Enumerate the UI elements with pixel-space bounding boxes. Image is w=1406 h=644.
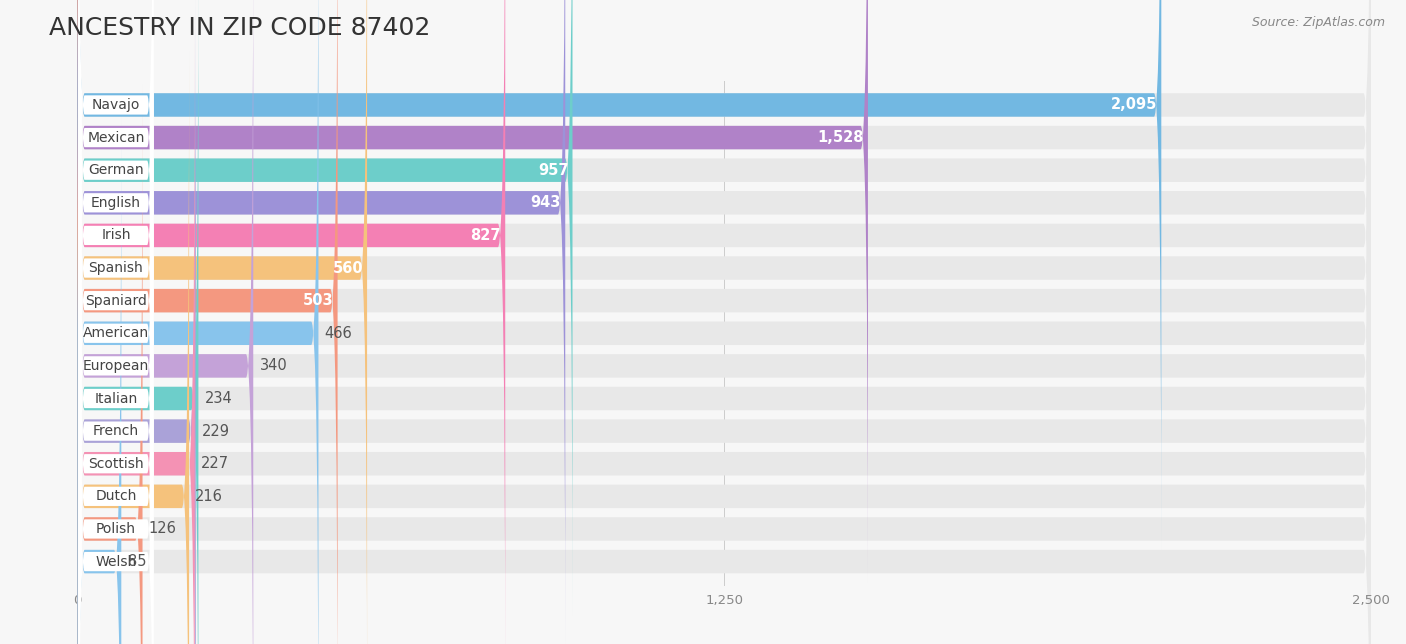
FancyBboxPatch shape	[77, 52, 1371, 644]
Text: Spaniard: Spaniard	[84, 294, 146, 308]
Text: Polish: Polish	[96, 522, 136, 536]
FancyBboxPatch shape	[77, 0, 1371, 644]
FancyBboxPatch shape	[77, 0, 195, 644]
Text: 827: 827	[471, 228, 501, 243]
FancyBboxPatch shape	[77, 84, 142, 644]
FancyBboxPatch shape	[77, 0, 1371, 644]
Text: 1,528: 1,528	[817, 130, 863, 145]
FancyBboxPatch shape	[77, 52, 188, 644]
Text: American: American	[83, 327, 149, 340]
Text: 466: 466	[325, 326, 353, 341]
Text: Italian: Italian	[94, 392, 138, 406]
FancyBboxPatch shape	[77, 0, 505, 644]
FancyBboxPatch shape	[77, 19, 195, 644]
Text: 229: 229	[202, 424, 231, 439]
FancyBboxPatch shape	[77, 0, 1371, 644]
FancyBboxPatch shape	[77, 0, 1371, 644]
Text: 2,095: 2,095	[1111, 97, 1157, 113]
Text: 340: 340	[260, 358, 287, 374]
Text: 216: 216	[195, 489, 224, 504]
FancyBboxPatch shape	[79, 0, 153, 585]
FancyBboxPatch shape	[77, 0, 337, 644]
FancyBboxPatch shape	[77, 0, 253, 644]
Text: French: French	[93, 424, 139, 438]
Text: 503: 503	[302, 293, 333, 308]
FancyBboxPatch shape	[77, 0, 318, 644]
FancyBboxPatch shape	[79, 0, 153, 487]
FancyBboxPatch shape	[79, 180, 153, 644]
Text: 227: 227	[201, 456, 229, 471]
FancyBboxPatch shape	[77, 0, 1371, 644]
Text: European: European	[83, 359, 149, 373]
Text: 560: 560	[332, 261, 363, 276]
FancyBboxPatch shape	[79, 0, 153, 552]
FancyBboxPatch shape	[79, 82, 153, 644]
Text: Spanish: Spanish	[89, 261, 143, 275]
FancyBboxPatch shape	[77, 0, 1371, 644]
FancyBboxPatch shape	[77, 117, 121, 644]
Text: 957: 957	[538, 163, 568, 178]
Text: Navajo: Navajo	[91, 98, 141, 112]
FancyBboxPatch shape	[77, 0, 367, 644]
FancyBboxPatch shape	[77, 0, 868, 582]
Text: ANCESTRY IN ZIP CODE 87402: ANCESTRY IN ZIP CODE 87402	[49, 16, 430, 40]
FancyBboxPatch shape	[77, 0, 1161, 550]
FancyBboxPatch shape	[77, 0, 1371, 644]
FancyBboxPatch shape	[77, 0, 1371, 550]
FancyBboxPatch shape	[77, 0, 198, 644]
FancyBboxPatch shape	[79, 0, 153, 617]
Text: Dutch: Dutch	[96, 489, 136, 504]
FancyBboxPatch shape	[79, 0, 153, 644]
Text: 126: 126	[149, 522, 177, 536]
Text: Welsh: Welsh	[96, 554, 136, 569]
FancyBboxPatch shape	[79, 17, 153, 644]
FancyBboxPatch shape	[77, 0, 1371, 615]
FancyBboxPatch shape	[79, 0, 153, 644]
FancyBboxPatch shape	[79, 0, 153, 644]
FancyBboxPatch shape	[77, 0, 1371, 582]
Text: 234: 234	[205, 391, 232, 406]
FancyBboxPatch shape	[77, 19, 1371, 644]
Text: Mexican: Mexican	[87, 131, 145, 144]
Text: English: English	[91, 196, 141, 210]
FancyBboxPatch shape	[79, 0, 153, 519]
Text: German: German	[89, 163, 143, 177]
FancyBboxPatch shape	[79, 50, 153, 644]
Text: 943: 943	[530, 195, 561, 211]
FancyBboxPatch shape	[77, 0, 565, 644]
FancyBboxPatch shape	[79, 0, 153, 644]
FancyBboxPatch shape	[77, 84, 1371, 644]
Text: Scottish: Scottish	[89, 457, 143, 471]
FancyBboxPatch shape	[79, 115, 153, 644]
FancyBboxPatch shape	[77, 0, 1371, 644]
Text: Irish: Irish	[101, 229, 131, 242]
FancyBboxPatch shape	[77, 117, 1371, 644]
Text: Source: ZipAtlas.com: Source: ZipAtlas.com	[1251, 16, 1385, 29]
FancyBboxPatch shape	[79, 147, 153, 644]
Text: 85: 85	[128, 554, 146, 569]
FancyBboxPatch shape	[77, 0, 572, 615]
